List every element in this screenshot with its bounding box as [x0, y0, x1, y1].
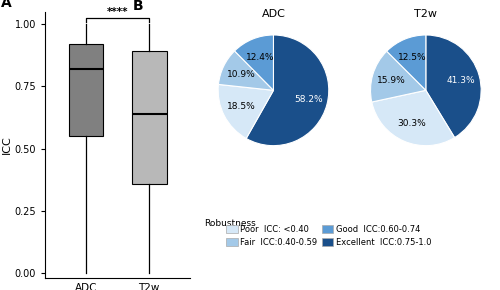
Text: 30.3%: 30.3%: [398, 119, 426, 128]
Title: ADC: ADC: [262, 9, 285, 19]
PathPatch shape: [68, 44, 104, 136]
Legend: Poor  ICC: <0.40, Fair  ICC:0.40-0.59, Good  ICC:0.60-0.74, Excellent  ICC:0.75-: Poor ICC: <0.40, Fair ICC:0.40-0.59, Goo…: [223, 222, 435, 250]
Text: 41.3%: 41.3%: [446, 76, 475, 85]
Y-axis label: ICC: ICC: [2, 136, 12, 154]
Text: 58.2%: 58.2%: [294, 95, 322, 104]
Text: 12.4%: 12.4%: [246, 52, 274, 61]
Wedge shape: [372, 90, 454, 146]
PathPatch shape: [132, 52, 166, 184]
Text: 12.5%: 12.5%: [398, 52, 426, 61]
Wedge shape: [218, 84, 274, 138]
Wedge shape: [426, 35, 481, 137]
Text: B: B: [132, 0, 143, 13]
Title: T2w: T2w: [414, 9, 438, 19]
Text: 10.9%: 10.9%: [226, 70, 256, 79]
Text: 15.9%: 15.9%: [377, 76, 406, 85]
Text: ****: ****: [107, 7, 128, 17]
Wedge shape: [370, 51, 426, 102]
Wedge shape: [218, 51, 274, 90]
Text: Robustness: Robustness: [204, 219, 256, 228]
Wedge shape: [246, 35, 329, 146]
Wedge shape: [234, 35, 274, 90]
Text: A: A: [2, 0, 12, 10]
Wedge shape: [386, 35, 426, 90]
Text: 18.5%: 18.5%: [227, 102, 256, 111]
